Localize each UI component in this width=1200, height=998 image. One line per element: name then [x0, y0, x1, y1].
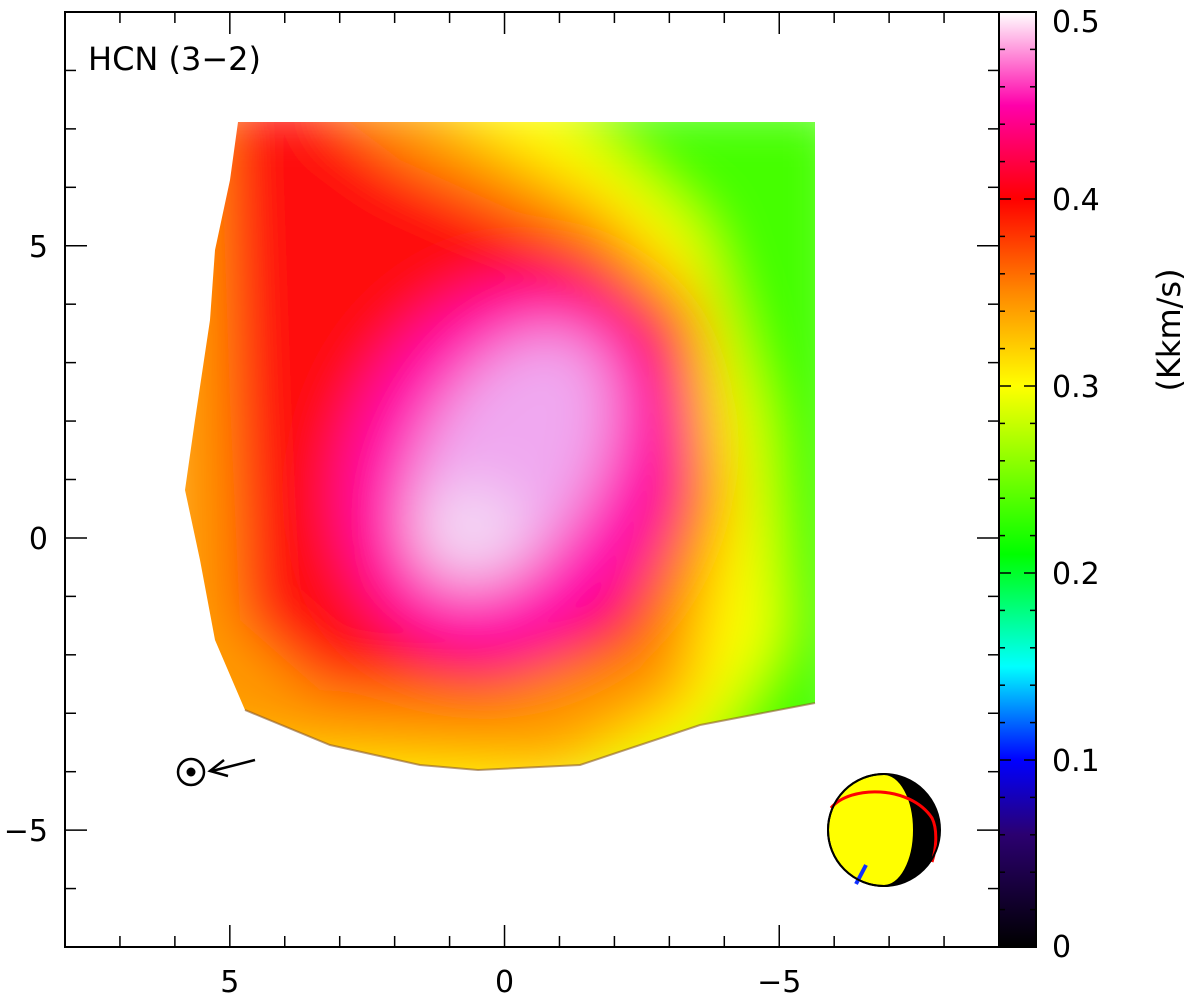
map-label: HCN (3−2) — [88, 40, 261, 78]
y-tick-label: 5 — [29, 230, 48, 265]
colorbar-tick-label: 0.3 — [1052, 370, 1100, 405]
globe-outline — [827, 773, 941, 887]
colorbar-gradient — [998, 11, 1037, 948]
globe-equator-line — [829, 790, 938, 863]
x-tick-label: 5 — [220, 965, 239, 998]
colorbar-tick-label: 0.5 — [1052, 5, 1100, 40]
colorbar-ticks — [999, 11, 1036, 948]
phase-globe-icon — [827, 772, 941, 888]
x-tick-label: −5 — [757, 965, 801, 998]
sun-symbol-dot — [186, 767, 196, 777]
colorbar: 0 0.1 0.2 0.3 0.4 0.5 (Kkm/s) — [998, 5, 1188, 965]
sun-direction-marker — [176, 757, 256, 787]
y-tick-label: 0 — [29, 522, 48, 557]
y-tick-label: −5 — [4, 814, 48, 849]
colorbar-tick-labels: 0 0.1 0.2 0.3 0.4 0.5 — [1052, 5, 1100, 965]
colorbar-tick-label: 0.2 — [1052, 557, 1100, 592]
x-tick-labels: 5 0 −5 — [220, 965, 801, 998]
sun-arrow-head — [207, 759, 229, 778]
x-tick-label: 0 — [495, 965, 514, 998]
map-edge — [244, 702, 816, 772]
colorbar-tick-label: 0 — [1052, 930, 1071, 965]
y-tick-labels: 5 0 −5 — [4, 230, 48, 849]
globe-pole-line — [854, 864, 868, 885]
sun-arrow-line — [211, 758, 256, 773]
map-white-peak — [415, 485, 525, 575]
colorbar-tick-label: 0.4 — [1052, 183, 1100, 218]
intensity-map — [176, 122, 815, 770]
colorbar-title: (Kkm/s) — [1150, 268, 1188, 391]
axis-ticks — [64, 11, 1000, 948]
colorbar-tick-label: 0.1 — [1052, 744, 1100, 779]
